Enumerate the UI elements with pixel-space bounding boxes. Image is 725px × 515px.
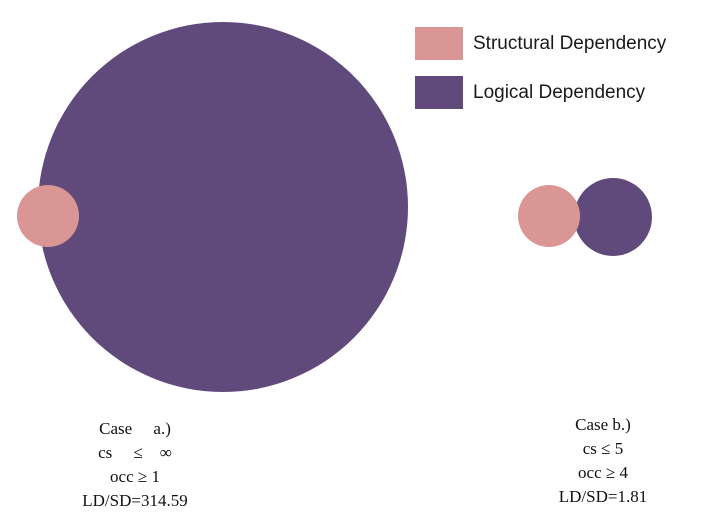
case-a-cs-condition: cs ≤ ∞ bbox=[98, 443, 172, 462]
legend-item-structural: Structural Dependency bbox=[415, 27, 666, 60]
case-a-caption: Case a.) cs ≤ ∞ occ ≥ 1 LD/SD=314.59 bbox=[60, 417, 210, 513]
case-a-occ-condition: occ ≥ 1 bbox=[110, 467, 160, 486]
legend-item-logical: Logical Dependency bbox=[415, 76, 645, 109]
case-a-structural-circle bbox=[17, 185, 79, 247]
case-b-ratio: LD/SD=1.81 bbox=[558, 487, 648, 506]
case-b-title: Case b.) bbox=[575, 415, 631, 434]
case-b-caption: Case b.) cs ≤ 5 occ ≥ 4 LD/SD=1.81 bbox=[528, 413, 678, 509]
case-b-logical-circle bbox=[574, 178, 652, 256]
legend-label-structural: Structural Dependency bbox=[473, 32, 667, 54]
case-b-structural-circle bbox=[518, 185, 580, 247]
case-b-cs-condition: cs ≤ 5 bbox=[582, 439, 624, 458]
legend-swatch-structural bbox=[415, 27, 463, 60]
case-b-occ-condition: occ ≥ 4 bbox=[578, 463, 628, 482]
case-a-logical-circle bbox=[38, 22, 408, 392]
case-a-ratio: LD/SD=314.59 bbox=[82, 491, 188, 510]
case-a-title: Case a.) bbox=[99, 419, 171, 438]
legend-swatch-logical bbox=[415, 76, 463, 109]
legend-label-logical: Logical Dependency bbox=[473, 81, 646, 103]
